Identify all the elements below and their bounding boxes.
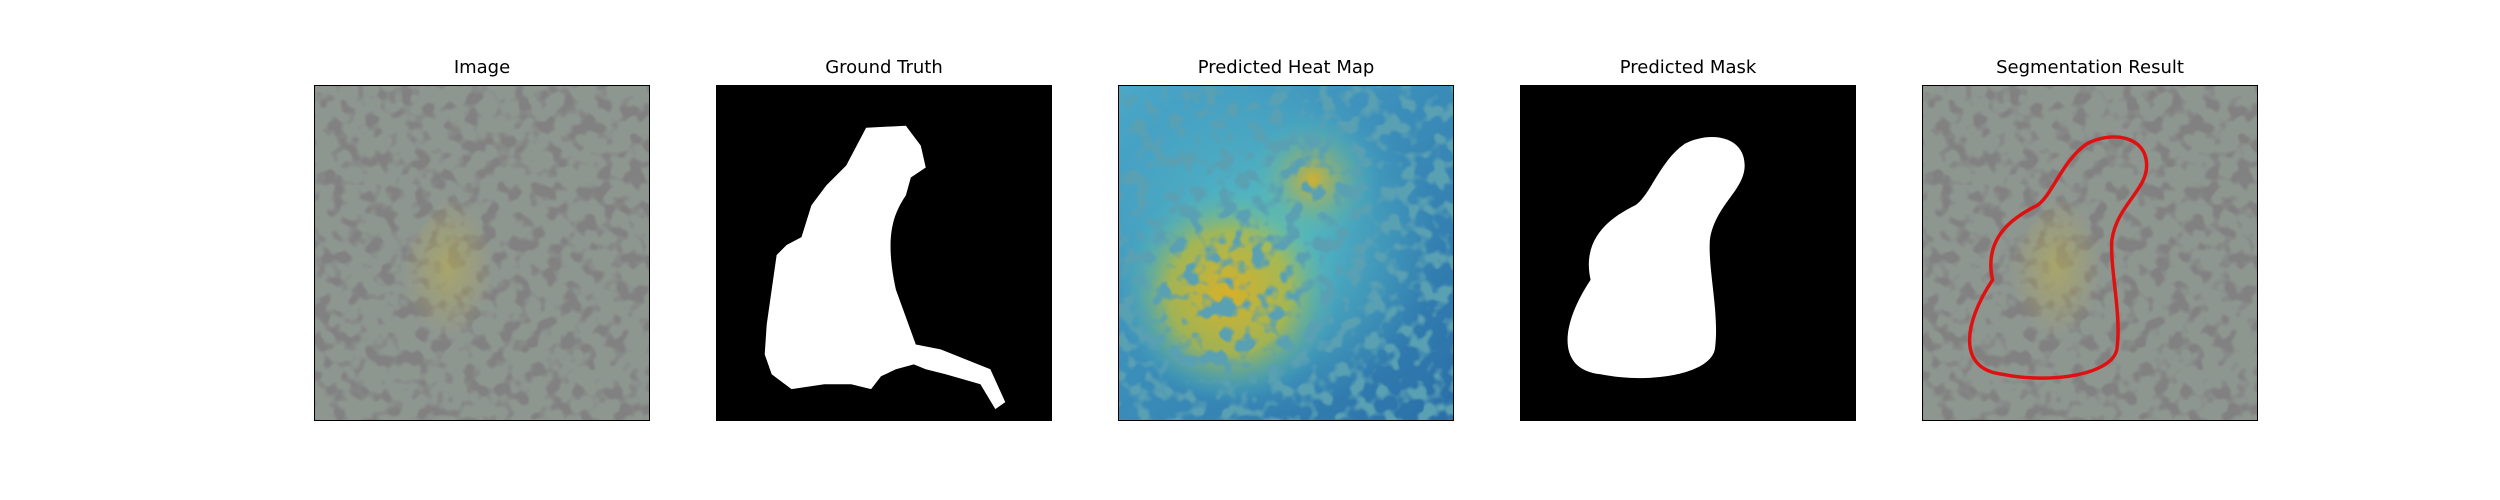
predicted-mask xyxy=(1521,86,1855,420)
panel-title-predicted-mask: Predicted Mask xyxy=(1619,57,1757,78)
segmentation-frame xyxy=(1922,85,2258,421)
panel-title-segmentation-result: Segmentation Result xyxy=(1996,57,2184,78)
ground-truth-shape xyxy=(764,125,1006,410)
panel-title-image: Image xyxy=(453,57,511,78)
panel-title-ground-truth: Ground Truth xyxy=(825,57,943,78)
texture-image xyxy=(315,86,649,420)
predicted-mask-frame xyxy=(1520,85,1856,421)
panel-title-heatmap: Predicted Heat Map xyxy=(1197,57,1375,78)
segmentation-contour xyxy=(1967,135,2149,380)
heatmap-overlay xyxy=(1119,86,1453,420)
object-region xyxy=(399,156,529,357)
ground-truth-mask xyxy=(717,86,1051,420)
ground-truth-frame xyxy=(716,85,1052,421)
segmentation-overlay xyxy=(1923,86,2257,420)
image-frame xyxy=(314,85,650,421)
predicted-mask-shape xyxy=(1567,136,1745,379)
heatmap-frame xyxy=(1118,85,1454,421)
